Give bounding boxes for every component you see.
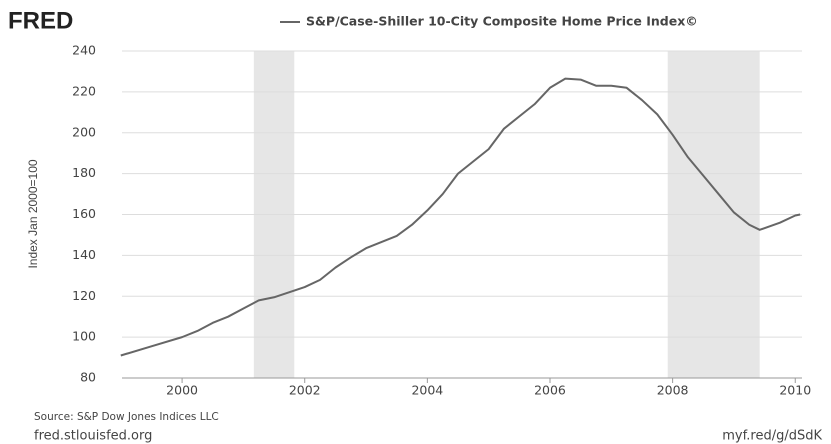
y-tick-label: 220: [72, 83, 96, 98]
y-tick-label: 120: [72, 288, 96, 303]
x-tick-label: 2002: [289, 383, 321, 398]
x-tick-label: 2004: [411, 383, 443, 398]
series-line: [120, 77, 801, 357]
y-axis-label: Index Jan 2000=100: [26, 159, 40, 268]
x-tick-label: 2006: [534, 383, 566, 398]
footer-right: myf.red/g/dSdK: [722, 429, 822, 444]
footer-left: fred.stlouisfed.org: [34, 429, 152, 444]
y-tick-label: 100: [72, 329, 96, 344]
y-tick-label: 180: [72, 165, 96, 180]
source: Source: S&P Dow Jones Indices LLC: [34, 411, 219, 423]
logo: FRED: [8, 7, 73, 34]
x-tick-label: 2010: [779, 383, 811, 398]
y-tick-label: 80: [80, 370, 96, 385]
y-tick-label: 160: [72, 206, 96, 221]
legend-label: S&P/Case-Shiller 10-City Composite Home …: [306, 14, 698, 29]
x-tick-label: 2000: [166, 383, 198, 398]
y-tick-label: 200: [72, 124, 96, 139]
y-tick-label: 140: [72, 247, 96, 262]
x-tick-label: 2008: [657, 383, 689, 398]
y-tick-label: 240: [72, 43, 96, 58]
